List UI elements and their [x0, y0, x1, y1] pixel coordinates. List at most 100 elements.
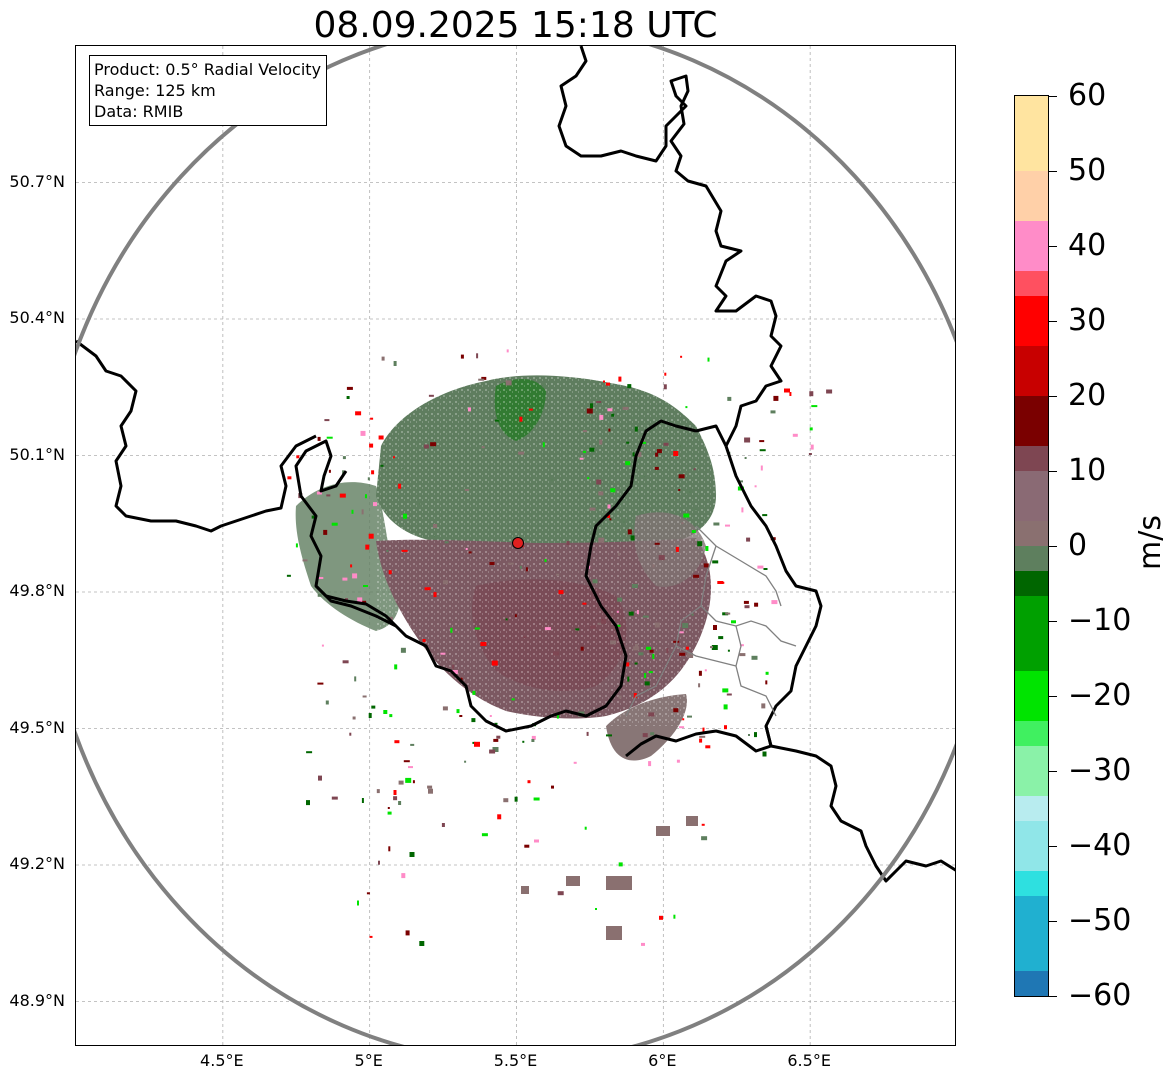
echo-pixel [503, 798, 509, 803]
radar-site-marker[interactable] [512, 537, 524, 549]
echo-pixel [351, 509, 354, 514]
echo-pixel [762, 751, 767, 757]
colorbar-band [1015, 421, 1048, 447]
colorbar-band [1015, 571, 1048, 597]
echo-pixel [489, 562, 495, 565]
echo-patch [521, 886, 529, 894]
echo-pixel [687, 715, 692, 718]
lon-tick-label: 5.5°E [493, 1051, 538, 1070]
echo-pixel [731, 620, 736, 624]
colorbar-tick-mark [1049, 471, 1057, 472]
radar-map[interactable] [75, 45, 956, 1046]
colorbar-tick-label: 30 [1068, 303, 1107, 338]
echo-pixel [703, 563, 709, 568]
echo-pixel [761, 703, 766, 709]
echo-pixel [598, 491, 604, 496]
colorbar-band [1015, 946, 1048, 972]
echo-pixel [492, 747, 499, 752]
echo-patch [566, 876, 580, 886]
echo-pixel [597, 622, 602, 625]
echo-pixel [518, 451, 525, 455]
echo-pixel [544, 559, 547, 562]
echo-pixel [748, 734, 750, 736]
echo-pixel [408, 766, 413, 769]
echo-pixel [357, 900, 359, 906]
echo-pixel [496, 735, 501, 739]
echo-pixel [652, 653, 655, 659]
country-borders [76, 46, 955, 883]
echo-pixel [642, 733, 648, 738]
colorbar-gradient [1015, 96, 1048, 996]
colorbar-band [1015, 371, 1048, 397]
colorbar-band [1015, 871, 1048, 897]
echo-pixel [705, 745, 711, 749]
colorbar-band [1015, 496, 1048, 522]
echo-pixel [680, 355, 683, 358]
echo-pixel [596, 479, 602, 485]
echo-pixel [648, 671, 653, 674]
colorbar-tick-label: −40 [1068, 828, 1132, 863]
echo-pixel [587, 477, 590, 480]
echo-pixel [726, 693, 732, 696]
echo-pixel [739, 653, 746, 657]
colorbar-tick-label: −60 [1068, 978, 1132, 1013]
echo-pixel [599, 439, 603, 445]
colorbar-band [1015, 346, 1048, 372]
echo-pixel [692, 508, 698, 511]
echo-pixel [566, 541, 570, 546]
echo-pixel [418, 502, 421, 505]
echo-pixel [622, 518, 626, 524]
lon-tick-label: 6.5°E [787, 1051, 831, 1070]
echo-pixel [381, 356, 385, 361]
colorbar-band [1015, 271, 1048, 297]
echo-pixel [650, 732, 655, 736]
colorbar-tick-label: −10 [1068, 603, 1132, 638]
echo-pixel [664, 372, 667, 376]
echo-pixel [727, 396, 732, 401]
colorbar-tick-mark [1049, 321, 1057, 322]
echo-pixel [471, 718, 476, 723]
region-border-d [735, 625, 777, 717]
echo-pixel [317, 436, 321, 441]
echo-pixel [685, 406, 688, 409]
echo-pixel [598, 537, 605, 543]
echo-pixel [691, 530, 696, 533]
info-box: Product: 0.5° Radial Velocity Range: 125… [89, 55, 328, 126]
colorbar-tick-label: 50 [1068, 153, 1107, 188]
echo-pixel [586, 408, 593, 414]
echo-pixel [388, 570, 392, 575]
echo-pixel [627, 529, 632, 535]
lon-tick-label: 5°E [354, 1051, 383, 1070]
colorbar-tick-mark [1049, 846, 1057, 847]
echo-pixel [759, 449, 766, 452]
echo-pixel [494, 722, 498, 725]
echo-pixel [296, 455, 300, 459]
echo-pixel [585, 522, 588, 526]
echo-pixel [533, 797, 540, 801]
echo-pixel [550, 478, 554, 482]
lat-tick-label: 50.4°N [9, 308, 65, 327]
echo-pixel [306, 751, 313, 754]
echo-pixel [633, 646, 640, 651]
echo-pixel [678, 474, 685, 479]
echo-pixel [693, 468, 696, 471]
echo-pixel [361, 798, 364, 803]
echo-pixel [723, 704, 728, 710]
echo-pixel [544, 627, 551, 631]
echo-pixel [741, 507, 744, 513]
echo-pixel [754, 602, 759, 607]
echo-pixel [362, 695, 367, 698]
echo-pixel [419, 941, 425, 946]
velocity-echoes [295, 375, 716, 761]
echo-pixel [699, 735, 706, 738]
echo-pixel [366, 892, 370, 895]
colorbar-band [1015, 171, 1048, 197]
echo-pixel [712, 560, 719, 564]
colorbar-tick-label: 60 [1068, 78, 1107, 113]
echo-pixel [765, 671, 769, 675]
echo-pixel [514, 614, 517, 618]
echo-pixel [632, 452, 635, 457]
echo-pixel [388, 846, 391, 852]
echo-pixel [551, 785, 554, 789]
echo-pixel [757, 565, 764, 569]
